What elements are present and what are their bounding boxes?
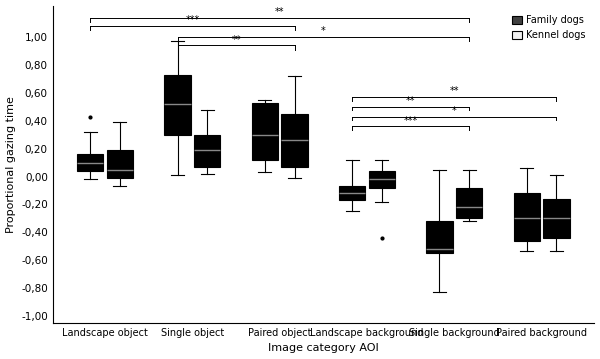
PathPatch shape [107, 150, 133, 178]
PathPatch shape [164, 75, 191, 135]
Y-axis label: Proportional gazing time: Proportional gazing time [5, 96, 16, 233]
PathPatch shape [252, 103, 278, 160]
PathPatch shape [427, 221, 452, 253]
Text: ***: *** [185, 15, 200, 25]
PathPatch shape [339, 186, 365, 200]
PathPatch shape [77, 154, 103, 171]
X-axis label: Image category AOI: Image category AOI [268, 344, 379, 354]
PathPatch shape [194, 135, 220, 167]
PathPatch shape [514, 193, 540, 241]
Legend: Family dogs, Kennel dogs: Family dogs, Kennel dogs [508, 11, 589, 44]
PathPatch shape [544, 199, 569, 238]
Text: *: * [452, 106, 457, 116]
Text: *: * [321, 27, 326, 36]
Text: **: ** [406, 96, 415, 106]
PathPatch shape [456, 188, 482, 218]
PathPatch shape [369, 171, 395, 188]
Text: **: ** [449, 87, 459, 96]
PathPatch shape [281, 114, 308, 167]
Text: **: ** [231, 35, 241, 45]
Text: **: ** [275, 7, 284, 17]
Text: ***: *** [404, 116, 418, 126]
